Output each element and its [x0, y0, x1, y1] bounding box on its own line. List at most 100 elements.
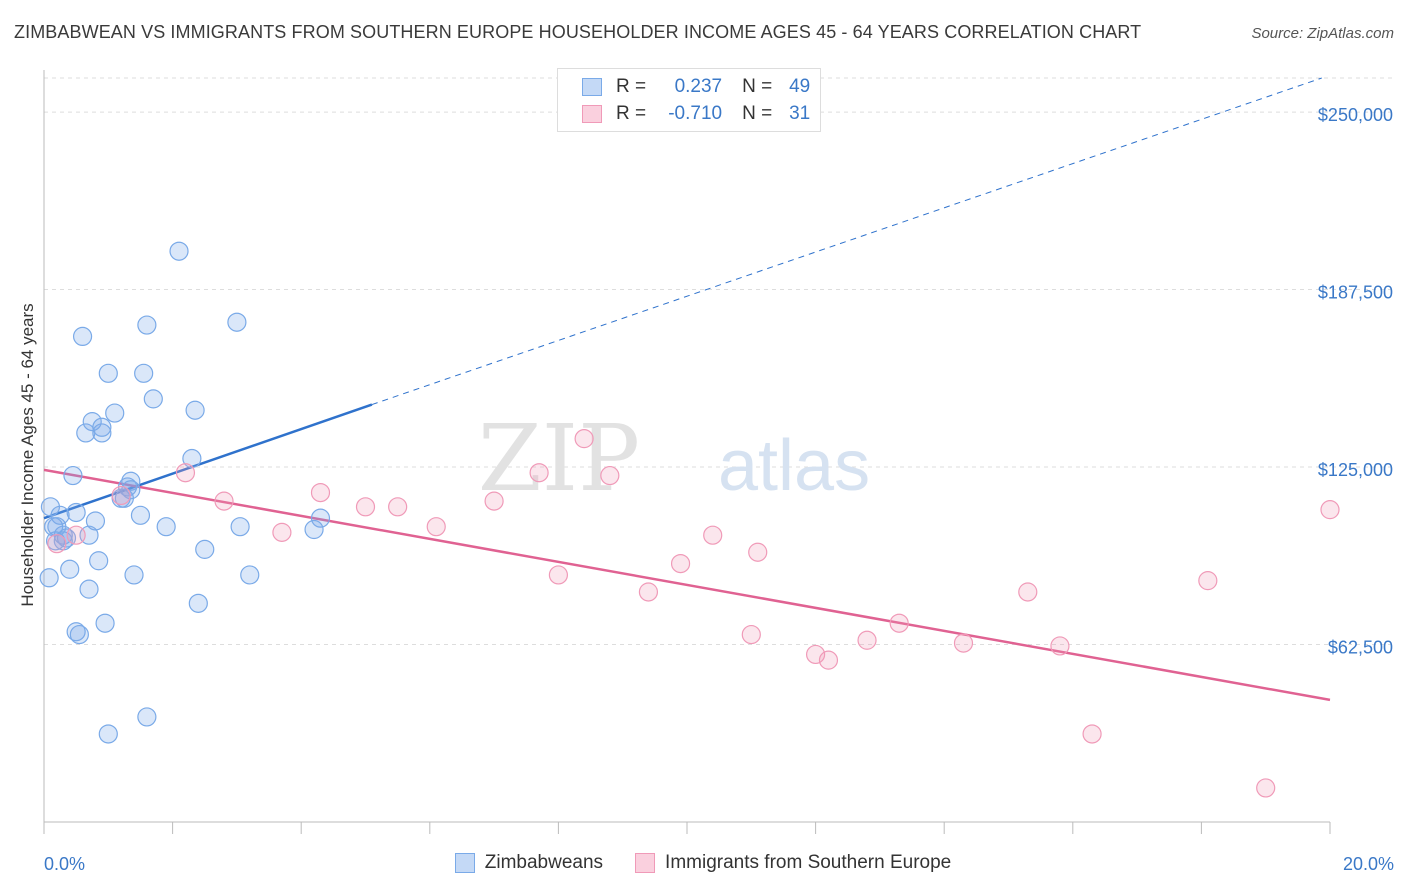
legend-label-zimbabweans: Zimbabweans: [484, 852, 604, 873]
point-zimbabweans: [98, 363, 118, 383]
point-zimbabweans: [63, 465, 83, 486]
y-tick-label: $125,000: [1318, 460, 1393, 480]
point-zimbabweans: [182, 448, 202, 469]
point-zimbabweans: [105, 403, 125, 423]
trend-line-zimbabweans: [43, 403, 373, 520]
point-zimbabweans: [39, 568, 59, 588]
legend-label-southern-europe: Immigrants from Southern Europe: [665, 852, 952, 873]
point-zimbabweans: [137, 315, 157, 335]
point-southern-europe: [703, 525, 723, 545]
point-southern-europe: [529, 463, 549, 483]
point-southern-europe: [66, 525, 86, 545]
point-southern-europe: [889, 613, 909, 633]
legend-n-label: N =: [742, 76, 773, 97]
point-zimbabweans: [195, 539, 215, 559]
point-zimbabweans: [185, 400, 205, 420]
point-zimbabweans: [137, 707, 157, 727]
point-zimbabweans: [143, 389, 163, 409]
point-zimbabweans: [124, 565, 144, 585]
point-zimbabweans: [92, 417, 112, 437]
point-zimbabweans: [89, 551, 109, 571]
point-southern-europe: [600, 465, 620, 486]
point-southern-europe: [214, 491, 234, 511]
point-zimbabweans: [85, 511, 106, 531]
point-southern-europe: [47, 534, 67, 554]
axes: [43, 70, 1331, 834]
point-southern-europe: [953, 633, 974, 653]
point-zimbabweans: [95, 613, 115, 633]
legend-r-label: R =: [616, 76, 647, 97]
legend-swatch-blue: [454, 853, 475, 873]
legend-r-label: R =: [616, 103, 647, 124]
watermark-zip: ZIP: [478, 405, 640, 512]
point-southern-europe: [1018, 582, 1038, 602]
point-zimbabweans: [50, 505, 70, 525]
point-southern-europe: [574, 429, 594, 449]
legend-item-southern-europe: Immigrants from Southern Europe: [635, 852, 951, 874]
legend-n-value: 49: [789, 76, 811, 97]
point-southern-europe: [355, 497, 376, 517]
point-zimbabweans: [134, 363, 154, 383]
y-axis-label: Householder Income Ages 45 - 64 years: [18, 303, 37, 607]
point-zimbabweans: [121, 480, 141, 500]
point-zimbabweans: [92, 423, 112, 443]
x-tick-label: 20.0%: [1343, 854, 1394, 874]
point-zimbabweans: [60, 559, 80, 579]
legend-swatch-pink: [635, 853, 656, 873]
point-southern-europe: [1082, 724, 1102, 744]
point-southern-europe: [1256, 778, 1276, 798]
point-southern-europe: [857, 630, 877, 650]
point-southern-europe: [638, 582, 659, 602]
point-southern-europe: [388, 497, 408, 517]
tick-labels: $62,500 $125,000 $187,500 $250,000 0.0% 20.0%: [44, 105, 1394, 874]
series-legend: Zimbabweans Immigrants from Southern Eur…: [0, 852, 1406, 874]
point-southern-europe: [1198, 571, 1218, 591]
point-southern-europe: [1320, 500, 1340, 520]
y-tick-label: $187,500: [1318, 283, 1393, 303]
point-zimbabweans: [66, 502, 86, 523]
point-southern-europe: [272, 522, 292, 542]
point-southern-europe: [426, 517, 446, 537]
point-zimbabweans: [304, 519, 324, 540]
point-southern-europe: [741, 624, 761, 645]
point-southern-europe: [548, 565, 569, 585]
source-label: Source: ZipAtlas.com: [1251, 25, 1394, 42]
x-tick-label: 0.0%: [44, 854, 85, 874]
trend-line-southern-europe: [43, 468, 1331, 702]
y-tick-label: $250,000: [1318, 105, 1393, 125]
point-southern-europe: [670, 553, 691, 574]
point-southern-europe: [818, 650, 839, 670]
point-zimbabweans: [69, 624, 89, 645]
legend-swatch-pink: [582, 105, 602, 123]
point-zimbabweans: [44, 517, 64, 537]
grid-lines: [44, 77, 1396, 646]
point-zimbabweans: [227, 312, 247, 332]
trend-lines: [43, 77, 1331, 702]
point-zimbabweans: [310, 508, 331, 528]
point-southern-europe: [748, 542, 768, 562]
point-southern-europe: [175, 463, 196, 483]
legend-n-value: 31: [789, 103, 811, 124]
point-zimbabweans: [169, 241, 189, 261]
y-tick-label: $62,500: [1328, 638, 1393, 658]
point-zimbabweans: [156, 517, 176, 537]
point-zimbabweans: [230, 517, 250, 537]
legend-row-zimbabweans: R = 0.237 N = 49: [582, 74, 810, 100]
point-zimbabweans: [98, 724, 118, 744]
watermark: ZIP atlas: [478, 405, 870, 512]
chart-title: ZIMBABWEAN VS IMMIGRANTS FROM SOUTHERN E…: [14, 22, 1142, 42]
point-zimbabweans: [188, 593, 208, 613]
watermark-atlas: atlas: [718, 426, 870, 506]
point-zimbabweans: [130, 505, 151, 525]
legend-r-value: 0.237: [674, 76, 723, 97]
point-zimbabweans: [72, 326, 93, 347]
trend-line-extension: [371, 77, 1322, 406]
data-points: [39, 241, 1340, 798]
point-southern-europe: [111, 485, 131, 506]
point-southern-europe: [310, 482, 331, 503]
point-southern-europe: [484, 491, 504, 511]
point-southern-europe: [1050, 636, 1070, 656]
legend-n-label: N =: [742, 103, 773, 124]
legend-item-zimbabweans: Zimbabweans: [454, 852, 604, 874]
